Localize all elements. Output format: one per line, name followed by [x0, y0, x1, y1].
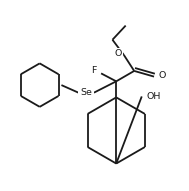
- Text: O: O: [159, 71, 166, 80]
- Text: F: F: [91, 66, 96, 75]
- Text: OH: OH: [146, 92, 161, 101]
- Text: O: O: [114, 49, 122, 58]
- Text: Se: Se: [80, 88, 92, 97]
